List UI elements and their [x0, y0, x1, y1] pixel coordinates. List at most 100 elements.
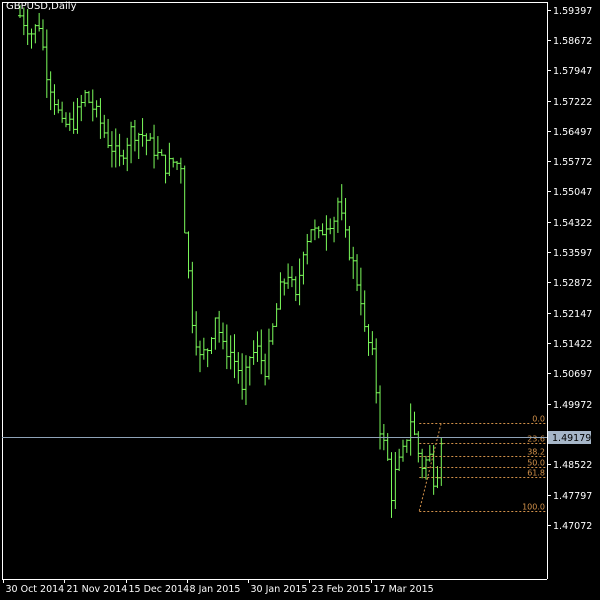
price-bar: [25, 9, 30, 46]
price-bar: [83, 90, 88, 107]
y-tick-label: 1.47797: [553, 491, 592, 502]
x-tick-label: 15 Dec 2014: [129, 584, 190, 595]
price-bar: [335, 197, 340, 233]
price-bar: [408, 403, 413, 456]
x-tick-label: 17 Mar 2015: [374, 584, 434, 595]
price-bar: [182, 165, 187, 234]
y-tick-label: 1.55047: [553, 187, 592, 198]
fibonacci-retracement[interactable]: 0.0 23.6 38.2 50.061.8 100.0: [418, 415, 546, 512]
x-tick-label: 23 Feb 2015: [312, 584, 371, 595]
price-bar: [159, 149, 164, 156]
bid-price-box: [548, 431, 591, 444]
price-bar: [278, 272, 283, 310]
price-bar: [98, 98, 103, 139]
fib-level-label: 23.6: [527, 435, 545, 444]
price-bar: [366, 324, 371, 356]
price-bar: [370, 331, 375, 356]
x-tick-label: 8 Jan 2015: [190, 584, 241, 595]
price-bar: [232, 334, 237, 379]
price-bar: [401, 439, 405, 462]
price-bar: [79, 94, 84, 122]
price-bar: [217, 310, 222, 343]
y-tick-label: 1.49972: [553, 400, 592, 411]
price-bar: [198, 340, 203, 373]
price-bar: [266, 328, 271, 380]
price-bar: [125, 137, 130, 172]
price-bar: [389, 452, 394, 518]
price-bar: [136, 132, 141, 160]
y-tick-label: 1.55772: [553, 157, 592, 168]
price-bar: [75, 98, 80, 134]
price-bar: [228, 335, 233, 370]
price-bar: [140, 118, 145, 147]
price-bar: [328, 218, 333, 235]
price-bar: [175, 160, 180, 171]
y-tick-label: 1.50697: [553, 369, 592, 380]
price-bar: [90, 89, 95, 122]
price-bar: [324, 215, 329, 251]
price-bar: [358, 267, 363, 316]
x-tick-label: 30 Jan 2015: [251, 584, 308, 595]
price-bar: [316, 226, 321, 239]
price-bar: [393, 452, 398, 510]
price-bar: [374, 338, 379, 404]
y-tick-label: 1.58672: [553, 36, 592, 47]
price-bar: [29, 28, 34, 49]
price-bar: [171, 157, 176, 168]
price-bar: [255, 331, 260, 362]
fib-level-label: 50.0: [527, 459, 545, 468]
y-tick-label: 1.56497: [553, 127, 592, 138]
price-bar: [148, 133, 153, 141]
price-bar: [117, 133, 122, 167]
fib-level-label: 100.0: [522, 503, 545, 512]
price-bar: [286, 263, 291, 289]
fib-level-label: 38.2: [527, 448, 545, 457]
price-bar: [423, 455, 428, 480]
price-bar: [243, 355, 248, 405]
price-bar: [94, 100, 99, 118]
y-tick-label: 1.53597: [553, 248, 592, 259]
price-bar: [48, 71, 53, 111]
price-bar: [251, 340, 256, 365]
price-bar: [263, 353, 268, 386]
price-bar: [236, 352, 241, 384]
price-bar: [113, 128, 118, 168]
price-bar: [297, 258, 302, 306]
price-bar: [86, 90, 91, 104]
y-tick-label: 1.52872: [553, 278, 592, 289]
price-bar: [439, 437, 444, 486]
price-bar: [343, 198, 348, 238]
price-bar: [186, 231, 191, 279]
price-bar: [33, 24, 38, 44]
price-bar: [201, 337, 206, 360]
price-bar: [339, 184, 344, 221]
price-bar: [102, 114, 107, 138]
price-bar: [106, 118, 111, 149]
price-bar: [67, 112, 72, 131]
price-bar: [205, 348, 210, 368]
price-bar: [220, 322, 225, 350]
y-tick-label: 1.59397: [553, 6, 592, 17]
price-bar: [435, 466, 440, 489]
price-bar: [312, 219, 317, 241]
price-bar: [71, 101, 76, 134]
price-bar: [213, 317, 218, 350]
symbol-timeframe-label: GBPUSD,Daily: [6, 1, 77, 12]
price-bar: [274, 303, 279, 327]
chart-axes: 1.59397 1.58672 1.57947 1.57222 1.56497 1.557…: [2, 2, 592, 595]
fib-level-label: 0.0: [532, 415, 545, 424]
fib-trendline[interactable]: [418, 422, 442, 511]
price-bar: [293, 276, 298, 302]
price-bar: [431, 445, 436, 495]
price-bar: [152, 124, 157, 169]
price-bar: [209, 337, 214, 355]
x-tick-label: 21 Nov 2014: [67, 584, 128, 595]
price-bar: [129, 121, 134, 164]
price-bar: [163, 154, 168, 184]
price-bar: [332, 216, 337, 243]
price-bar: [289, 266, 294, 288]
price-bar: [240, 353, 245, 400]
price-bar: [44, 29, 49, 98]
price-bar: [52, 84, 57, 115]
